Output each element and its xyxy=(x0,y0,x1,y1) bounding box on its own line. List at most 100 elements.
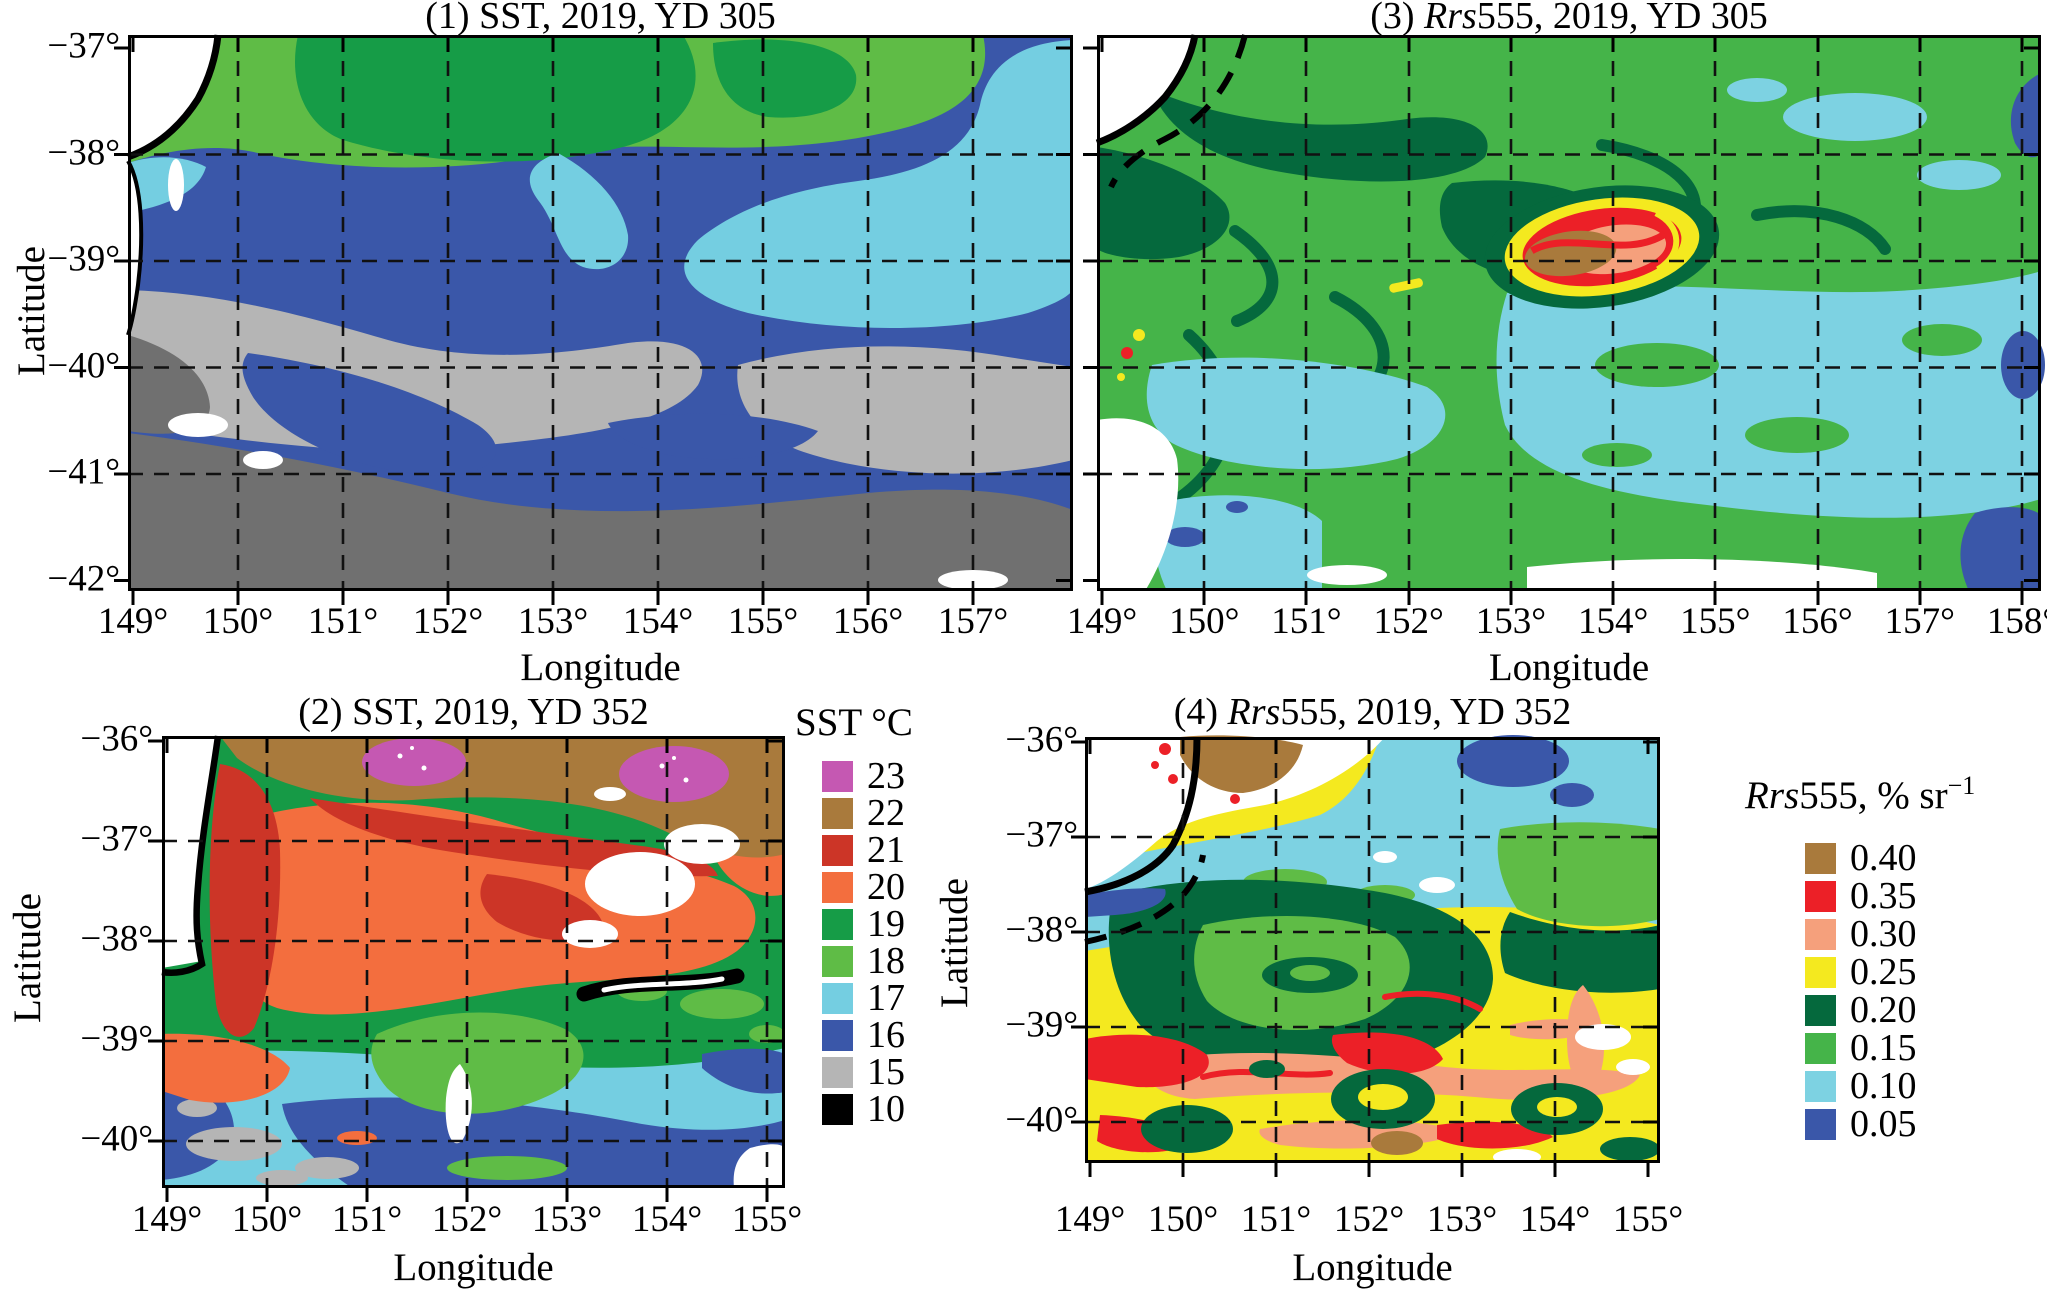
map-panel2-sst-yd352 xyxy=(148,735,785,1202)
x-tick-label: 155° xyxy=(727,601,799,642)
color-swatch xyxy=(822,946,853,977)
color-swatch xyxy=(1805,1108,1836,1140)
color-swatch xyxy=(1805,994,1836,1026)
color-swatch xyxy=(1805,1070,1836,1102)
coccolithophore-eddy xyxy=(1484,185,1720,309)
x-tick-label: 152° xyxy=(431,1199,503,1240)
map-panel3-rrs-yd305 xyxy=(1083,34,2045,605)
y-tick-label: −39° xyxy=(1005,1004,1078,1046)
legend-value: 20 xyxy=(867,866,905,908)
gridlines xyxy=(162,736,785,1188)
x-tick-label: 151° xyxy=(331,1199,403,1240)
x-tick-label: 149° xyxy=(131,1199,203,1240)
axis-ticks xyxy=(1083,38,2038,605)
x-tick-label: 154° xyxy=(1577,601,1649,642)
x-tick-label: 150° xyxy=(202,601,274,642)
x-tick-label: 152° xyxy=(1373,601,1444,642)
legend-row: 0.35 xyxy=(1805,877,1975,915)
x-tick-label: 150° xyxy=(231,1199,303,1240)
legend-row: 18 xyxy=(822,940,913,982)
sst-colorbar-legend: SST °C 23 22 21 20 19 18 17 16 15 10 xyxy=(795,701,913,1130)
axis-ticks xyxy=(148,739,782,1202)
panel1-xlabel: Longitude xyxy=(520,646,681,689)
x-tick-label: 150° xyxy=(1169,601,1240,642)
panel4-xlabel: Longitude xyxy=(1292,1246,1453,1289)
legend-row: 10 xyxy=(822,1088,913,1130)
legend-row: 16 xyxy=(822,1016,913,1054)
legend-value: 0.30 xyxy=(1850,912,1917,955)
y-tick-label: −38° xyxy=(1005,909,1078,951)
y-tick-label: −41° xyxy=(47,451,120,493)
color-swatch xyxy=(822,909,853,940)
legend-value: 22 xyxy=(867,792,905,834)
color-swatch xyxy=(1805,956,1836,988)
panel2-title: (2) SST, 2019, YD 352 xyxy=(298,691,649,733)
y-tick-label: −36° xyxy=(1005,719,1078,761)
panel4-title: (4) Rrs555, 2019, YD 352 xyxy=(1173,691,1572,733)
legend-value: 0.10 xyxy=(1850,1064,1917,1107)
legend-value: 0.05 xyxy=(1850,1102,1917,1145)
legend-value: 18 xyxy=(867,940,905,982)
color-swatch xyxy=(822,983,853,1014)
legend-row: 17 xyxy=(822,977,913,1019)
x-tick-label: 158° xyxy=(1986,601,2047,642)
legend-row: 20 xyxy=(822,866,913,908)
legend-row: 0.25 xyxy=(1805,953,1975,991)
color-swatch xyxy=(822,761,853,792)
panel2-xlabel: Longitude xyxy=(393,1246,554,1289)
sst-legend-title: SST °C xyxy=(795,701,913,744)
legend-row: 22 xyxy=(822,792,913,834)
panel3-title: (3) Rrs555, 2019, YD 305 xyxy=(1370,0,1768,37)
rrs-legend-title: Rrs555, % sr−1 xyxy=(1745,771,1976,817)
color-swatch xyxy=(822,1020,853,1051)
axis-ticks xyxy=(114,38,1070,605)
legend-value: 15 xyxy=(867,1051,905,1093)
legend-value: 10 xyxy=(867,1088,905,1130)
color-swatch xyxy=(822,835,853,866)
panel2-y-axis: −36° −37° −38° −39° −40° xyxy=(0,720,153,1158)
x-tick-label: 149° xyxy=(97,601,169,642)
legend-row: 0.10 xyxy=(1805,1067,1975,1105)
legend-value: 0.20 xyxy=(1850,988,1917,1031)
y-tick-label: −38° xyxy=(80,918,153,960)
x-tick-label: 153° xyxy=(517,601,589,642)
x-tick-label: 151° xyxy=(1271,601,1342,642)
x-tick-label: 154° xyxy=(631,1199,703,1240)
legend-value: 21 xyxy=(867,829,905,871)
color-swatch xyxy=(1805,880,1836,912)
color-swatch xyxy=(822,1057,853,1088)
legend-value: 17 xyxy=(867,977,905,1019)
y-tick-label: −36° xyxy=(80,718,153,760)
color-swatch xyxy=(1805,1032,1836,1064)
x-tick-label: 153° xyxy=(1475,601,1547,642)
legend-value: 0.40 xyxy=(1850,836,1917,879)
x-tick-label: 157° xyxy=(1884,601,1955,642)
legend-row: 0.40 xyxy=(1805,839,1975,877)
panel4-ylabel: Latitude xyxy=(933,878,976,1008)
panel1-title: (1) SST, 2019, YD 305 xyxy=(425,0,776,37)
gridlines xyxy=(1097,35,2041,591)
x-tick-label: 153° xyxy=(531,1199,603,1240)
y-tick-label: −42° xyxy=(47,558,120,600)
legend-row: 0.30 xyxy=(1805,915,1975,953)
x-tick-label: 149° xyxy=(1066,601,1138,642)
legend-value: 0.35 xyxy=(1850,874,1917,917)
x-tick-label: 157° xyxy=(937,601,1009,642)
x-tick-label: 156° xyxy=(832,601,904,642)
color-swatch xyxy=(1805,918,1836,950)
panel1-ylabel: Latitude xyxy=(10,246,53,376)
y-tick-label: −40° xyxy=(1005,1099,1078,1141)
y-tick-label: −39° xyxy=(80,1018,153,1060)
y-tick-label: −37° xyxy=(80,818,153,860)
x-tick-label: 151° xyxy=(307,601,379,642)
legend-row: 0.15 xyxy=(1805,1029,1975,1067)
map-panel1-sst-yd305 xyxy=(114,34,1073,605)
legend-row: 23 xyxy=(822,757,913,795)
panel2-ylabel: Latitude xyxy=(6,893,49,1023)
x-tick-label: 156° xyxy=(1782,601,1853,642)
panel4-y-axis: −36° −37° −38° −39° −40° xyxy=(920,721,1078,1139)
panel1-y-axis: −37° −38° −39° −40° −41° −42° xyxy=(0,27,120,598)
legend-value: 0.15 xyxy=(1850,1026,1917,1069)
x-tick-label: 149° xyxy=(1054,1199,1126,1240)
